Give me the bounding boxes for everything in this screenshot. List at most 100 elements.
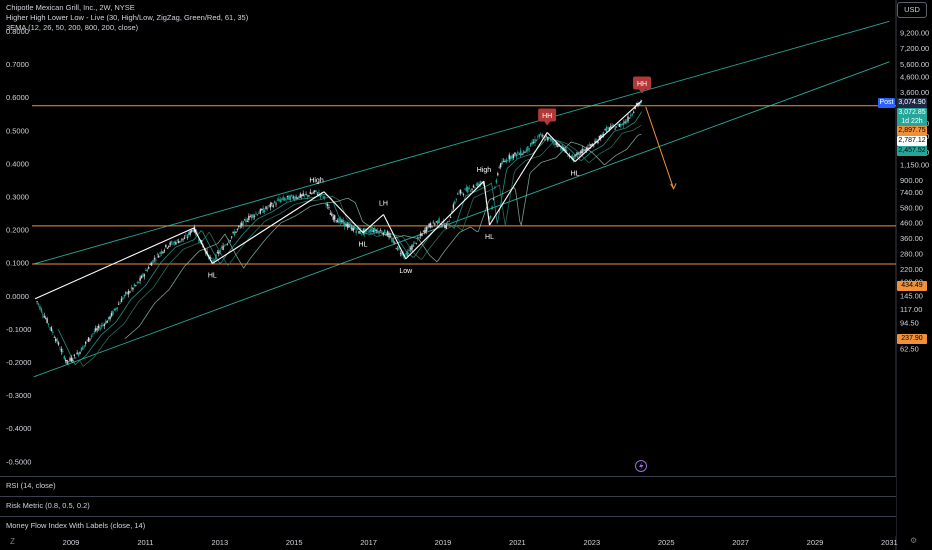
indicator-3ema[interactable]: 3EMA (12, 26, 50, 200, 800, 200, close) [6, 23, 139, 32]
candle-body [464, 188, 466, 190]
candle-body [70, 357, 73, 362]
candle-body [401, 251, 403, 256]
candle-body [329, 213, 332, 215]
candle-body [119, 302, 121, 304]
mfi-pane[interactable]: Money Flow Index With Labels (close, 14) [0, 516, 896, 536]
candle-body [37, 303, 40, 305]
candle-body [109, 316, 111, 320]
candle-body [150, 262, 153, 266]
hh-badge [633, 76, 652, 90]
candle-body [112, 311, 114, 315]
right-axis-tick: 580.00 [900, 204, 923, 213]
candle-body [618, 123, 621, 127]
currency-button[interactable]: USD [897, 2, 927, 18]
candle-body [67, 361, 70, 362]
candle-body [219, 250, 221, 253]
candle-body [163, 250, 166, 252]
candle-body [457, 193, 459, 195]
candle-body [262, 207, 264, 213]
candle-body [59, 348, 61, 350]
candle-body [601, 133, 603, 138]
candle-body [235, 231, 237, 233]
candle-body [472, 185, 475, 188]
candle-body [47, 323, 50, 325]
candle-body [316, 194, 319, 195]
candle-body [384, 229, 386, 234]
candle-body [292, 196, 294, 199]
candle-body [298, 195, 300, 199]
hh-label: HH [542, 113, 552, 120]
risk-metric-pane[interactable]: Risk Metric (0.8, 0.5, 0.2) [0, 496, 896, 516]
candle-body [411, 245, 413, 250]
zigzag-segment [574, 100, 643, 162]
candle-body [136, 282, 138, 284]
candle-body [106, 320, 108, 323]
candle-body [326, 203, 329, 206]
candle-body [156, 254, 158, 256]
candle-body [43, 315, 45, 318]
candle-body [348, 224, 350, 228]
settings-icon[interactable]: ⚙ [910, 536, 918, 545]
left-axis-tick: 0.8000 [6, 27, 29, 36]
candle-body [116, 307, 118, 310]
candle-body [159, 252, 161, 254]
candle-body [385, 234, 387, 236]
candle-body [564, 149, 566, 152]
candle-body [56, 338, 58, 343]
candle-body [335, 220, 337, 222]
candle-body [634, 106, 636, 110]
candle-body [508, 154, 510, 160]
candle-body [129, 291, 131, 293]
candle-body [565, 149, 568, 153]
candle-body [77, 353, 80, 356]
candle-body [173, 241, 176, 243]
lightning-icon [635, 460, 647, 472]
candle-body [621, 124, 623, 125]
zigzag-segment [35, 227, 194, 299]
ema-line [57, 111, 643, 366]
timezone-icon[interactable]: Z [10, 537, 15, 546]
candle-body [451, 210, 453, 214]
candle-body [368, 230, 370, 232]
candle-body [318, 192, 320, 194]
candle-body [375, 230, 377, 231]
x-axis-tick: 2029 [807, 538, 824, 547]
candle-body [469, 190, 472, 192]
candle-body [455, 198, 458, 200]
candle-body [60, 348, 63, 352]
indicator-hhll[interactable]: Higher High Lower Low - Live (30, High/L… [6, 13, 249, 22]
candle-body [179, 240, 181, 242]
candle-body [562, 147, 565, 150]
candle-body [289, 195, 292, 201]
candle-body [416, 236, 419, 239]
candle-body [441, 224, 443, 226]
candle-body [598, 136, 601, 140]
x-axis-tick: 2027 [732, 538, 749, 547]
rsi-pane[interactable]: RSI (14, close) [0, 476, 896, 496]
candle-body [372, 230, 375, 232]
candle-body [239, 225, 241, 227]
hh-label: HH [637, 81, 647, 88]
candle-body [130, 287, 133, 289]
left-axis-tick: 0.0000 [6, 292, 29, 301]
candle-body [535, 140, 538, 142]
candle-body [482, 182, 485, 184]
projection-arrowhead [670, 183, 677, 190]
candle-body [608, 127, 611, 131]
candle-body [319, 194, 322, 197]
zigzag-segment [483, 181, 491, 226]
candle-body [610, 126, 612, 129]
candle-body [132, 287, 134, 290]
candle-body [311, 193, 313, 195]
candle-body [517, 152, 519, 154]
candle-body [418, 236, 420, 238]
candle-body [499, 163, 502, 168]
candle-body [229, 240, 231, 242]
candle-body [44, 317, 47, 319]
left-axis-tick: 0.5000 [6, 126, 29, 135]
hh-badge-pointer [639, 89, 646, 94]
candle-body [421, 233, 423, 237]
post-price-tag: 3,074.90 [897, 98, 927, 108]
candle-body [213, 259, 216, 261]
